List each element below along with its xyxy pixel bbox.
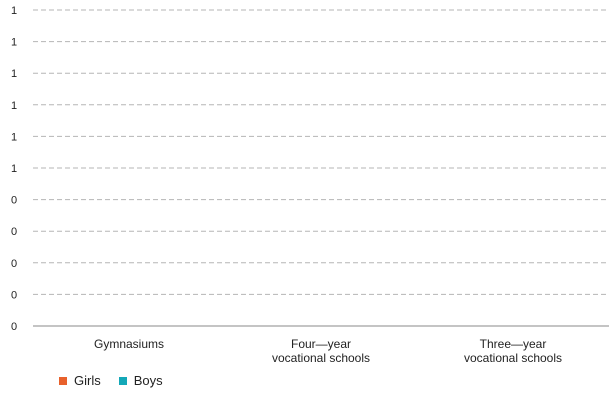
chart-legend: Girls Boys xyxy=(59,374,163,387)
legend-label-girls: Girls xyxy=(74,373,101,388)
legend-label-boys: Boys xyxy=(133,373,163,388)
x-tick-label: Three—year vocational schools xyxy=(464,337,562,365)
y-tick-label: 1 xyxy=(11,68,17,80)
y-tick-label: 0 xyxy=(11,226,17,238)
y-tick-label: 0 xyxy=(11,289,17,301)
legend-item-girls: Girls xyxy=(59,374,101,387)
legend-swatch-girls xyxy=(59,376,67,385)
x-tick-label: Gymnasiums xyxy=(94,337,164,351)
legend-swatch-boys xyxy=(118,376,127,385)
y-tick-label: 1 xyxy=(11,5,17,17)
y-tick-label: 1 xyxy=(11,163,17,175)
legend-item-boys: Boys xyxy=(118,373,163,388)
y-tick-label: 0 xyxy=(11,195,17,207)
y-tick-label: 1 xyxy=(11,100,17,112)
y-tick-label: 1 xyxy=(11,131,17,143)
y-tick-label: 0 xyxy=(11,321,17,333)
x-tick-label: Four—year vocational schools xyxy=(272,337,370,365)
y-tick-label: 1 xyxy=(11,37,17,49)
y-tick-label: 0 xyxy=(11,258,17,270)
